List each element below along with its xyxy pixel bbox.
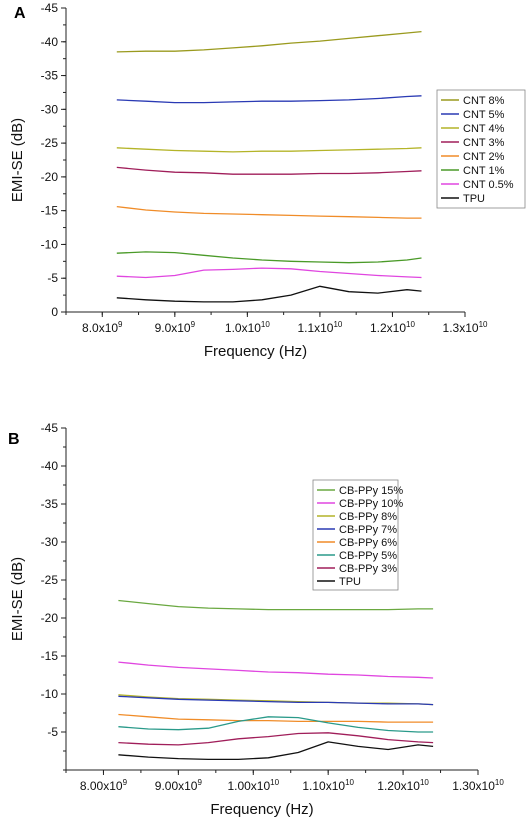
legend-label: CNT 5%	[463, 109, 505, 121]
y-tick-label: -30	[41, 102, 59, 116]
x-tick-label: 1.1x1010	[297, 320, 342, 335]
series-line-1	[118, 599, 434, 611]
series-line-7	[118, 732, 434, 746]
legend-label: CB-PPy 15%	[339, 485, 403, 497]
legend-label: CNT 3%	[463, 137, 505, 149]
series-line-3	[116, 147, 422, 153]
y-tick-label: 0	[51, 305, 58, 319]
legend-label: CNT 0.5%	[463, 179, 514, 191]
legend-label: CB-PPy 8%	[339, 511, 397, 523]
x-tick-label: 1.20x1010	[377, 778, 429, 793]
y-tick-label: -40	[41, 35, 59, 49]
x-tick-label: 8.0x109	[82, 320, 123, 335]
x-tick-label: 8.00x109	[80, 778, 128, 793]
legend-label: CB-PPy 3%	[339, 563, 397, 575]
x-tick-label: 1.00x1010	[227, 778, 279, 793]
y-tick-label: -40	[41, 459, 59, 473]
y-tick-label: -15	[41, 204, 59, 218]
y-tick-label: -25	[41, 573, 59, 587]
legend-label: CB-PPy 7%	[339, 524, 397, 536]
panel-label: B	[8, 431, 20, 448]
y-tick-label: -45	[41, 1, 59, 15]
y-tick-label: -10	[41, 237, 59, 251]
y-axis-label: EMI-SE (dB)	[9, 557, 26, 641]
series-line-5	[118, 713, 434, 723]
legend-label: CB-PPy 6%	[339, 537, 397, 549]
series-line-3	[118, 694, 434, 706]
series-line-8	[118, 741, 434, 761]
y-axis-label: EMI-SE (dB)	[9, 118, 26, 202]
series-line-4	[118, 695, 434, 706]
y-tick-label: -10	[41, 687, 59, 701]
series-line-1	[116, 30, 422, 53]
legend-label: CNT 4%	[463, 123, 505, 135]
legend-box	[436, 89, 526, 209]
y-tick-label: -45	[41, 421, 59, 435]
panel-b: B -45 -40 -35 -30 -25 -20 -15 -10 -5 8.00x109 9.00x…	[8, 421, 504, 818]
y-tick-label: -20	[41, 611, 59, 625]
legend-box	[312, 479, 399, 591]
x-tick-label: 1.30x1010	[452, 778, 504, 793]
legend-label: CB-PPy 5%	[339, 550, 397, 562]
y-tick-label: -5	[47, 725, 58, 739]
series-line-2	[116, 95, 422, 104]
series-line-7	[116, 267, 422, 279]
legend-label: CNT 1%	[463, 165, 505, 177]
y-tick-label: -20	[41, 170, 59, 184]
y-tick-label: -5	[47, 271, 58, 285]
x-tick-label: 9.0x109	[155, 320, 196, 335]
y-tick-label: -15	[41, 649, 59, 663]
legend-label: CNT 8%	[463, 95, 505, 107]
series-line-2	[118, 661, 434, 679]
series-line-5	[116, 205, 422, 219]
legend-label: TPU	[339, 576, 361, 588]
series-line-8	[116, 285, 422, 303]
x-tick-label: 1.2x1010	[370, 320, 415, 335]
x-axis-label: Frequency (Hz)	[210, 801, 313, 818]
y-tick-label: -30	[41, 535, 59, 549]
x-axis-label: Frequency (Hz)	[204, 343, 307, 360]
x-tick-label: 1.3x1010	[443, 320, 488, 335]
series-line-6	[116, 251, 422, 264]
y-tick-label: -35	[41, 497, 59, 511]
series-line-4	[116, 166, 422, 175]
legend-label: CNT 2%	[463, 151, 505, 163]
legend-label: TPU	[463, 193, 485, 205]
legend-label: CB-PPy 10%	[339, 498, 403, 510]
x-tick-label: 1.0x1010	[225, 320, 270, 335]
series-line-6	[118, 716, 434, 733]
panel-label: A	[14, 5, 26, 22]
x-tick-label: 1.10x1010	[302, 778, 354, 793]
panel-a: A -45 -40 -35 -30 -25 -20 -15 -10 -5 0 8.0x109 9.0x1…	[9, 1, 526, 360]
y-tick-label: -25	[41, 136, 59, 150]
x-tick-label: 9.00x109	[155, 778, 203, 793]
y-tick-label: -35	[41, 69, 59, 83]
